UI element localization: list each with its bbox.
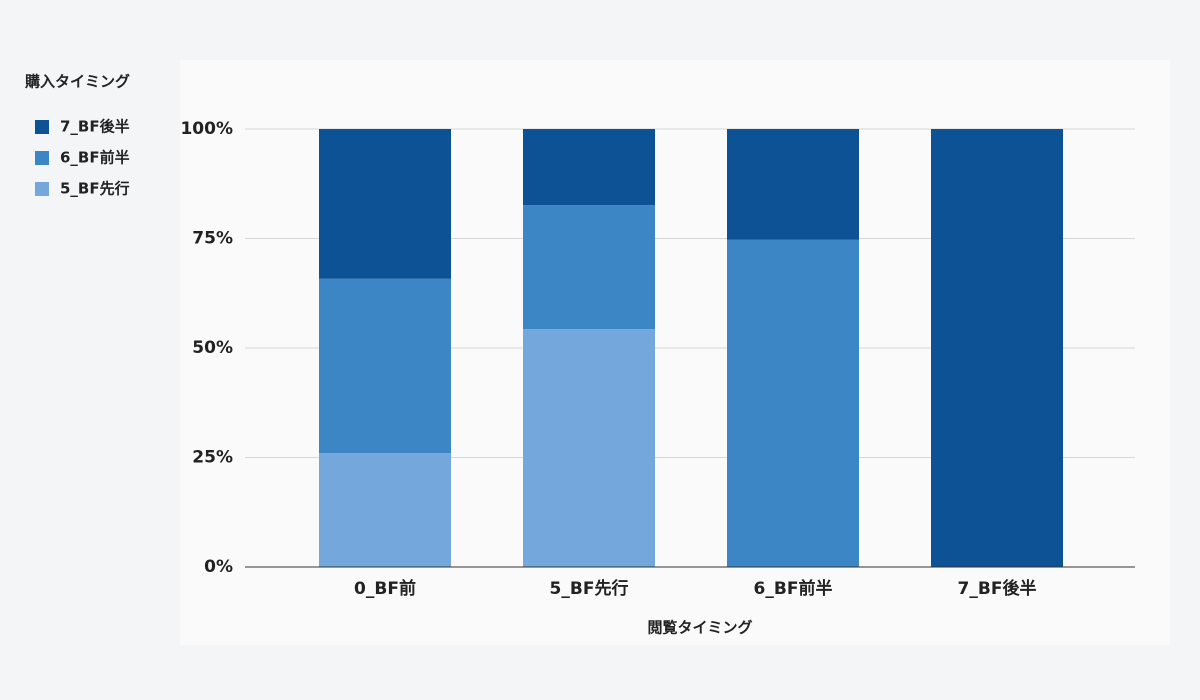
bar-segment — [319, 453, 451, 567]
legend-title: 購入タイミング — [24, 73, 130, 91]
bar-segment — [931, 129, 1063, 567]
x-tick-label: 7_BF後半 — [958, 578, 1037, 599]
y-tick-label: 25% — [192, 448, 233, 468]
y-tick-label: 75% — [192, 229, 233, 249]
bar-segment — [523, 129, 655, 206]
bar-segment — [319, 129, 451, 279]
bar-segment — [727, 129, 859, 240]
x-tick-label: 5_BF先行 — [550, 578, 629, 599]
legend-swatch — [35, 151, 49, 165]
bar-segment — [727, 239, 859, 567]
bar-segment — [523, 205, 655, 330]
legend-swatch — [35, 120, 49, 134]
x-tick-label: 0_BF前 — [354, 578, 416, 599]
x-tick-label: 6_BF前半 — [754, 578, 833, 599]
bar-segment — [319, 278, 451, 454]
legend-label: 7_BF後半 — [60, 118, 130, 136]
bar-segment — [523, 329, 655, 567]
legend-label: 6_BF前半 — [60, 149, 130, 167]
legend-swatch — [35, 182, 49, 196]
y-tick-label: 0% — [204, 557, 233, 577]
y-tick-label: 100% — [180, 119, 233, 139]
legend-label: 5_BF先行 — [60, 180, 130, 198]
x-axis-label: 閲覧タイミング — [647, 619, 752, 637]
y-tick-label: 50% — [192, 338, 233, 358]
